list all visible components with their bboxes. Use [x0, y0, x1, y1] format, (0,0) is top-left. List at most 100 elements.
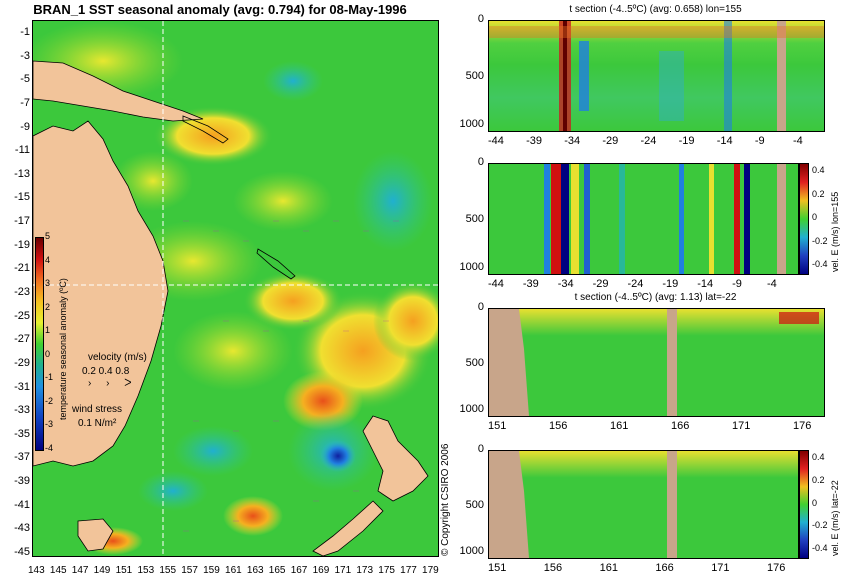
panel1-title: t section (-4..5ºC) (avg: 0.658) lon=155 [569, 4, 742, 15]
colorbar-tick: -0.2 [812, 235, 828, 246]
lon-tick: 179 [422, 565, 439, 576]
lon-tick: 177 [400, 565, 417, 576]
x-tick: 176 [793, 420, 812, 432]
colorbar-tick: -1 [45, 372, 54, 383]
y-tick: 0 [477, 443, 484, 455]
lat-tick: -35 [14, 427, 30, 440]
x-tick: 151 [488, 562, 507, 574]
colorbar-tick: -4 [45, 443, 54, 453]
lat-tick: -3 [20, 49, 30, 62]
lat-tick: -29 [14, 356, 30, 369]
lon-tick: 173 [356, 565, 374, 576]
x-tick: 151 [488, 420, 507, 432]
x-tick: 166 [655, 562, 674, 574]
colorbar-tick: 4 [45, 254, 51, 265]
y-tick: 500 [465, 213, 484, 226]
colorbar-tick: 1 [45, 325, 51, 336]
lon-tick: 175 [378, 565, 395, 576]
colorbar-tick: -3 [45, 419, 54, 430]
x-tick: -44 [488, 135, 504, 147]
lon-tick: 147 [71, 565, 89, 576]
x-tick: -9 [732, 278, 742, 290]
colorbar-tick: 0.2 [812, 474, 825, 485]
velocity-scale: 0.2 0.4 0.8 [82, 366, 130, 377]
lon-tick: 171 [334, 565, 352, 576]
y-tick: 500 [465, 356, 484, 369]
colorbar-tick: 0.4 [812, 452, 825, 462]
x-tick: -34 [564, 135, 581, 147]
lon-tick: 155 [159, 565, 177, 576]
panel3-title: t section (-4..5ºC) (avg: 1.13) lat=-22 [574, 292, 737, 303]
lon-tick: 153 [137, 565, 155, 576]
x-tick: -14 [716, 135, 733, 147]
lon-tick: 161 [225, 565, 242, 576]
lon-tick: 159 [203, 565, 220, 576]
sst-map-svg [33, 21, 438, 556]
lat-tick: -11 [14, 144, 30, 157]
colorbar-tick: 0.2 [812, 188, 825, 199]
panel2-colorbar-label: vel. E (m/s) lon=155 [830, 191, 840, 272]
lat-tick: -15 [14, 191, 30, 204]
x-tick: 171 [711, 562, 730, 574]
y-tick: 0 [477, 156, 484, 168]
panel4-colorbar-label: vel. E (m/s) lat=-22 [830, 480, 840, 556]
map-colorbar [35, 237, 44, 451]
lat-tick: -23 [14, 286, 30, 298]
lat-tick: -21 [14, 262, 30, 275]
x-tick: 156 [543, 562, 563, 574]
lon-tick: 157 [181, 565, 198, 576]
lat-tick: -5 [20, 73, 30, 86]
lon-tick: 145 [49, 565, 67, 576]
x-tick: -14 [697, 278, 714, 290]
colorbar-tick: 2 [45, 301, 51, 312]
lat-tick: -9 [20, 120, 30, 133]
lat-tick: -1 [20, 26, 30, 38]
y-tick: 500 [465, 70, 484, 83]
x-tick: 176 [767, 562, 786, 574]
x-tick: -9 [754, 135, 765, 147]
panel1-section[interactable] [488, 20, 825, 132]
lon-tick: 165 [268, 565, 286, 576]
y-tick: 1000 [459, 260, 484, 273]
x-tick: 161 [599, 562, 618, 574]
lon-tick: 167 [290, 565, 308, 576]
x-tick: -29 [602, 135, 619, 147]
lat-tick: -33 [14, 404, 30, 417]
x-tick: -39 [522, 278, 539, 290]
x-tick: -19 [678, 135, 695, 147]
y-tick: 1000 [459, 402, 484, 415]
x-tick: 166 [671, 420, 690, 432]
colorbar-tick: -0.2 [812, 520, 828, 531]
lon-tick: 163 [246, 565, 264, 576]
x-tick: -44 [488, 278, 504, 290]
lat-tick: -19 [14, 238, 30, 251]
x-tick: -4 [793, 135, 803, 147]
colorbar-tick: 0 [812, 497, 818, 508]
colorbar-tick: 3 [45, 278, 51, 289]
velocity-arrows-icon: › › ᐳ [88, 378, 138, 389]
lat-tick: -25 [14, 309, 30, 322]
lat-tick: -31 [14, 380, 30, 393]
x-tick: 156 [549, 420, 568, 432]
panel3-section[interactable] [488, 308, 825, 417]
lat-tick: -13 [14, 167, 30, 180]
x-tick: 161 [610, 420, 629, 432]
x-tick: -4 [767, 278, 777, 290]
lat-tick: -39 [14, 475, 30, 488]
lat-tick: -7 [20, 96, 30, 109]
lat-tick: -27 [14, 333, 30, 346]
colorbar-tick: 0 [812, 212, 818, 222]
velocity-label: velocity (m/s) [88, 352, 147, 363]
colorbar-tick: 0.4 [812, 165, 825, 175]
map-colorbar-label: temperature seasonal anomaly (ºC) [58, 278, 68, 420]
x-tick: -24 [627, 278, 644, 290]
lon-tick: 143 [28, 565, 45, 576]
panel2-colorbar [799, 163, 809, 275]
panel2-section[interactable] [488, 163, 799, 275]
lon-tick: 149 [93, 565, 111, 576]
colorbar-tick: -2 [45, 395, 54, 406]
sst-map[interactable] [32, 20, 439, 557]
lat-tick: -41 [14, 498, 30, 511]
panel4-section[interactable] [488, 450, 799, 559]
colorbar-tick: -0.4 [812, 259, 828, 269]
